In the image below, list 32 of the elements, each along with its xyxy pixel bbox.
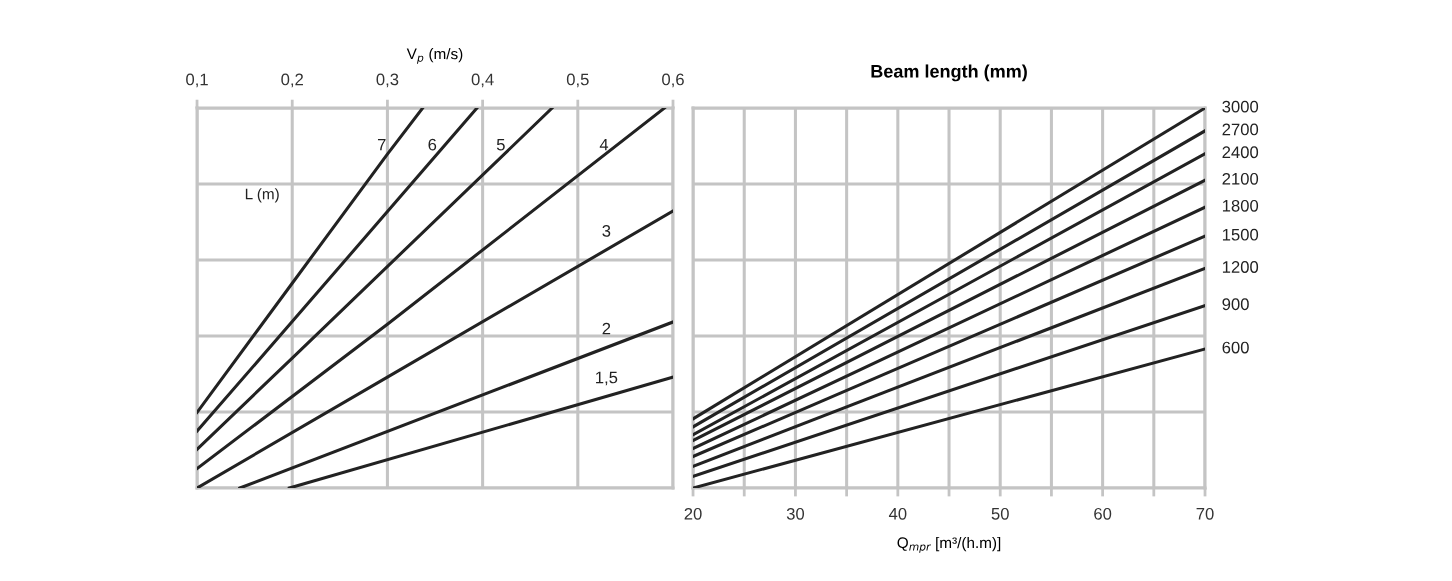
series-label: 5 xyxy=(496,138,505,151)
series-label: 3000 xyxy=(1222,100,1259,113)
series-label: 2400 xyxy=(1222,146,1259,159)
series-label: 7 xyxy=(377,138,386,151)
series-label: 1800 xyxy=(1222,199,1259,212)
x-tick-label: 20 xyxy=(684,507,702,520)
x-tick-label: 0,3 xyxy=(376,73,399,88)
series-label: 1200 xyxy=(1222,261,1259,273)
series-label: 6 xyxy=(428,138,437,151)
x-tick-label: 70 xyxy=(1196,507,1214,520)
x-tick-label: 0,1 xyxy=(186,73,208,88)
x-tick-label: 40 xyxy=(888,507,907,520)
x-tick-label: 0,6 xyxy=(662,73,684,88)
annotation: L (m) xyxy=(245,188,279,203)
x-axis-title: V$_{p}$ (m/s) xyxy=(406,48,463,64)
x-tick-label: 60 xyxy=(1094,507,1112,520)
series-label: 2100 xyxy=(1222,172,1259,185)
x-tick-label: 0,5 xyxy=(566,73,589,88)
x-tick-label: 0,4 xyxy=(471,73,494,88)
series-label: 2 xyxy=(602,322,611,335)
x-axis-title: Q$_{mpr}$ [m³/(h.m)] xyxy=(897,536,1001,553)
series-label: 2700 xyxy=(1222,123,1259,136)
series-label: 4 xyxy=(599,138,609,151)
series-label: 600 xyxy=(1222,341,1249,354)
x-tick-label: 30 xyxy=(786,507,805,520)
x-tick-label: 0,2 xyxy=(281,73,303,88)
series-label: 1500 xyxy=(1222,228,1259,241)
series-label: 900 xyxy=(1222,298,1249,311)
chart-title: Beam length (mm) xyxy=(871,64,1027,82)
series-label: 1,5 xyxy=(596,371,618,386)
series-label: 3 xyxy=(602,224,611,237)
x-tick-label: 50 xyxy=(991,507,1009,520)
